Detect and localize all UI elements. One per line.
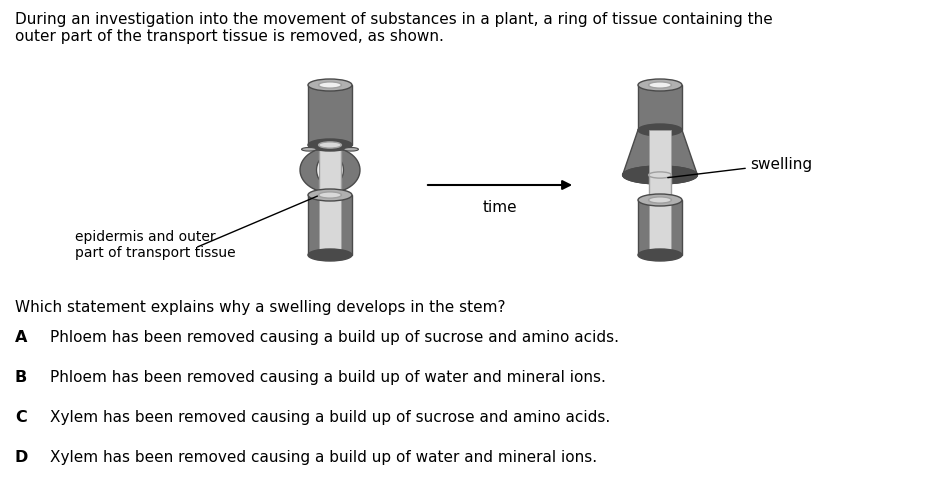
Ellipse shape bbox=[638, 194, 682, 206]
Polygon shape bbox=[649, 200, 671, 255]
Text: Phloem has been removed causing a build up of water and mineral ions.: Phloem has been removed causing a build … bbox=[50, 370, 606, 385]
Text: time: time bbox=[482, 200, 517, 215]
Ellipse shape bbox=[319, 192, 341, 198]
Polygon shape bbox=[638, 200, 682, 255]
Text: Which statement explains why a swelling develops in the stem?: Which statement explains why a swelling … bbox=[15, 300, 506, 315]
Ellipse shape bbox=[319, 82, 341, 88]
Ellipse shape bbox=[638, 249, 682, 261]
Polygon shape bbox=[308, 195, 352, 255]
Text: swelling: swelling bbox=[750, 157, 812, 173]
Ellipse shape bbox=[622, 166, 697, 184]
Ellipse shape bbox=[308, 249, 352, 261]
Polygon shape bbox=[638, 85, 682, 130]
Text: D: D bbox=[15, 450, 28, 465]
Ellipse shape bbox=[649, 197, 671, 203]
Ellipse shape bbox=[649, 172, 671, 178]
Ellipse shape bbox=[649, 82, 671, 88]
Ellipse shape bbox=[308, 189, 352, 201]
Polygon shape bbox=[649, 175, 671, 200]
Text: epidermis and outer
part of transport tissue: epidermis and outer part of transport ti… bbox=[74, 230, 235, 260]
Text: Xylem has been removed causing a build up of water and mineral ions.: Xylem has been removed causing a build u… bbox=[50, 450, 597, 465]
Text: C: C bbox=[15, 410, 26, 425]
Ellipse shape bbox=[638, 79, 682, 91]
Ellipse shape bbox=[622, 166, 697, 184]
Polygon shape bbox=[319, 145, 341, 195]
Ellipse shape bbox=[343, 148, 358, 151]
Polygon shape bbox=[308, 85, 352, 145]
Ellipse shape bbox=[638, 124, 682, 136]
Ellipse shape bbox=[308, 139, 352, 151]
Polygon shape bbox=[649, 130, 671, 175]
Ellipse shape bbox=[319, 142, 341, 148]
Ellipse shape bbox=[302, 148, 317, 151]
Text: During an investigation into the movement of substances in a plant, a ring of ti: During an investigation into the movemen… bbox=[15, 12, 773, 44]
Polygon shape bbox=[319, 195, 341, 255]
Text: Phloem has been removed causing a build up of sucrose and amino acids.: Phloem has been removed causing a build … bbox=[50, 330, 619, 345]
Text: Xylem has been removed causing a build up of sucrose and amino acids.: Xylem has been removed causing a build u… bbox=[50, 410, 610, 425]
Ellipse shape bbox=[649, 196, 671, 204]
Ellipse shape bbox=[308, 79, 352, 91]
Polygon shape bbox=[300, 148, 340, 192]
Text: A: A bbox=[15, 330, 27, 345]
Text: B: B bbox=[15, 370, 27, 385]
Polygon shape bbox=[320, 148, 360, 192]
Polygon shape bbox=[622, 130, 697, 175]
